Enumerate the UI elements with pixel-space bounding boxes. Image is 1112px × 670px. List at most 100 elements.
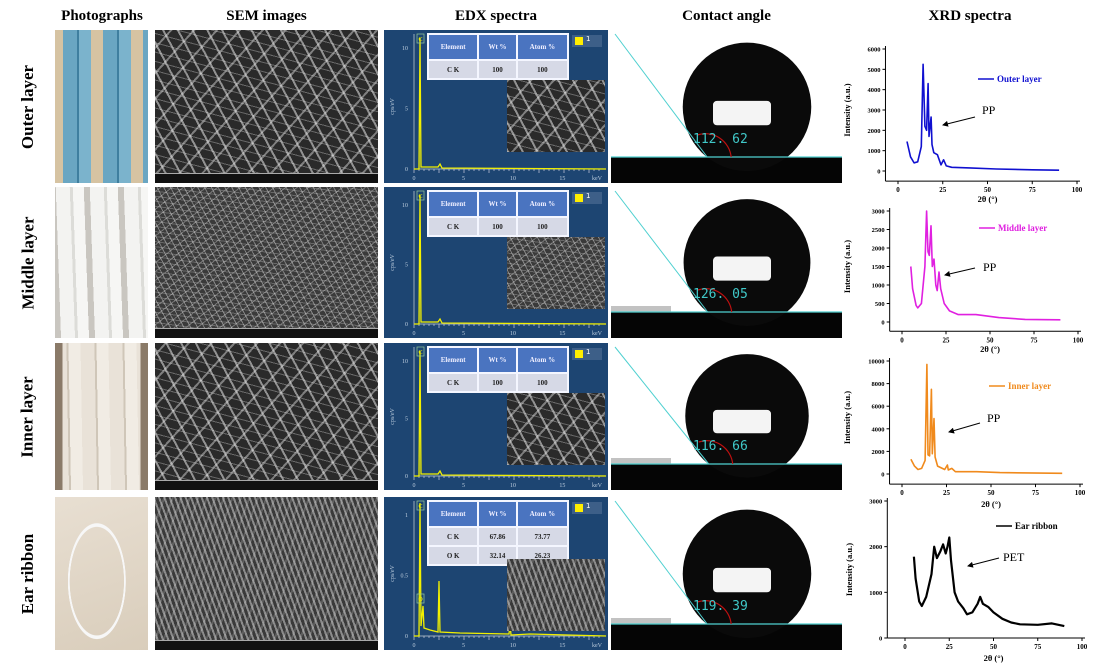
edx-x-unit: keV bbox=[592, 643, 603, 649]
edx-table-row: C K 100 100 bbox=[426, 372, 570, 393]
edx-x-unit: keV bbox=[592, 483, 603, 489]
edx-y-tick: 0 bbox=[405, 322, 408, 328]
y-tick-label: 6000 bbox=[867, 47, 880, 54]
x-axis-label: 2θ (°) bbox=[978, 194, 998, 204]
edx-panel: 0 5 10 15 keV cps/eV 0 5 10 C Element Wt % Atom % C K… bbox=[384, 343, 608, 490]
edx-x-tick: 5 bbox=[462, 483, 465, 489]
edx-column-header: Element bbox=[426, 190, 480, 218]
edx-y-tick: 5 bbox=[405, 416, 408, 422]
header-sem: SEM images bbox=[226, 8, 307, 24]
y-tick-label: 1000 bbox=[869, 590, 882, 597]
xrd-series-line bbox=[906, 63, 1060, 171]
x-tick-label: 100 bbox=[1075, 489, 1086, 497]
annotation-arrow bbox=[942, 116, 976, 127]
edx-y-tick: 10 bbox=[402, 46, 408, 52]
y-axis-label: Intensity (a.u.) bbox=[844, 543, 854, 596]
edx-spectrum: 0 5 10 15 keV cps/eV 0 5 10 C bbox=[390, 190, 607, 337]
edx-x-tick: 0 bbox=[413, 643, 416, 649]
contact-angle-value: 112. 62 bbox=[693, 132, 748, 147]
edx-column-header: Element bbox=[426, 33, 480, 61]
tangent-line bbox=[614, 190, 709, 313]
y-axis-label: Intensity (a.u.) bbox=[842, 240, 852, 293]
annotation-arrow bbox=[944, 267, 976, 277]
y-tick-label: 1000 bbox=[872, 283, 885, 290]
edx-column-header: Wt % bbox=[477, 190, 518, 218]
y-tick-label: 2500 bbox=[872, 227, 885, 234]
edx-y-label: cps/eV bbox=[390, 565, 396, 582]
edx-cell: C K bbox=[426, 526, 480, 547]
edx-y-tick: 0 bbox=[405, 634, 408, 640]
edx-spectrum-line bbox=[414, 194, 607, 325]
edx-panel: 0 5 10 15 keV cps/eV 0 0.5 1 C O Element Wt % Atom % C… bbox=[384, 497, 608, 650]
edx-cell: 100 bbox=[515, 216, 570, 237]
edx-x-tick: 10 bbox=[510, 643, 516, 649]
edx-legend: 1 bbox=[572, 348, 602, 360]
edx-column-header: Wt % bbox=[477, 346, 518, 374]
sem-image bbox=[155, 497, 378, 650]
edx-column-header: Atom % bbox=[515, 190, 570, 218]
legend-label: 1 bbox=[586, 192, 591, 200]
legend-swatch bbox=[575, 194, 583, 202]
legend-label: Outer layer bbox=[997, 74, 1042, 84]
edx-peak-label: C bbox=[418, 350, 422, 356]
edx-peak-label: C bbox=[418, 194, 422, 200]
edx-column-header: Atom % bbox=[515, 500, 570, 528]
edx-table: Element Wt % Atom % C K 100 100 bbox=[426, 346, 570, 393]
edx-y-tick: 5 bbox=[405, 262, 408, 268]
y-tick-label: 5000 bbox=[867, 67, 880, 74]
edx-spectrum-line bbox=[414, 37, 607, 170]
xrd-series-line bbox=[910, 363, 1063, 475]
edx-x-tick: 15 bbox=[559, 176, 565, 182]
y-tick-label: 2000 bbox=[867, 128, 880, 135]
edx-x-unit: keV bbox=[592, 331, 603, 337]
y-axis-label: Intensity (a.u.) bbox=[842, 83, 852, 136]
edx-cell: C K bbox=[426, 216, 480, 237]
header-contact-angle: Contact angle bbox=[682, 8, 771, 24]
header-xrd: XRD spectra bbox=[928, 8, 1012, 24]
edx-sem-inset bbox=[507, 559, 605, 631]
x-tick-label: 50 bbox=[987, 336, 995, 344]
edx-column-header: Wt % bbox=[477, 500, 518, 528]
x-tick-label: 0 bbox=[896, 186, 900, 194]
edx-table-row: C K 100 100 bbox=[426, 59, 570, 80]
y-tick-label: 2000 bbox=[872, 449, 885, 456]
legend-label: Ear ribbon bbox=[1015, 521, 1058, 531]
contact-angle-image: 116. 66 bbox=[611, 343, 842, 490]
edx-table: Element Wt % Atom % C K 100 100 bbox=[426, 190, 570, 237]
photograph bbox=[55, 187, 148, 338]
annotation-arrow bbox=[967, 557, 1000, 568]
edx-x-tick: 10 bbox=[510, 176, 516, 182]
x-tick-label: 75 bbox=[1032, 489, 1040, 497]
sem-info-bar bbox=[155, 328, 378, 338]
y-tick-label: 4000 bbox=[867, 87, 880, 94]
xrd-series-line bbox=[910, 210, 1061, 321]
edx-table-header: Element Wt % Atom % bbox=[426, 190, 570, 218]
edx-cell: C K bbox=[426, 59, 480, 80]
edx-y-label: cps/eV bbox=[390, 98, 396, 115]
edx-panel: 0 5 10 15 keV cps/eV 0 5 10 C Element Wt % Atom % C K… bbox=[384, 30, 608, 183]
edx-sem-inset bbox=[507, 80, 605, 152]
x-tick-label: 100 bbox=[1073, 336, 1084, 344]
edx-spectrum: 0 5 10 15 keV cps/eV 0 5 10 C bbox=[390, 346, 607, 489]
edx-x-tick: 15 bbox=[559, 331, 565, 337]
x-axis-label: 2θ (°) bbox=[980, 344, 1000, 354]
y-axis-label: Intensity (a.u.) bbox=[842, 391, 852, 444]
y-tick-label: 0 bbox=[877, 169, 880, 176]
peak-annotation: PET bbox=[1003, 550, 1025, 564]
edx-y-tick: 0.5 bbox=[401, 574, 409, 580]
edx-table: Element Wt % Atom % C K 67.86 73.77 O K 32.14 26… bbox=[426, 500, 570, 566]
x-tick-label: 25 bbox=[943, 489, 951, 497]
edx-x-tick: 10 bbox=[510, 483, 516, 489]
x-tick-label: 75 bbox=[1034, 643, 1042, 651]
edx-peak-label: C bbox=[418, 504, 422, 510]
annotation-arrow bbox=[948, 422, 981, 434]
legend-swatch bbox=[575, 37, 583, 45]
y-tick-label: 2000 bbox=[872, 246, 885, 253]
edx-column-header: Atom % bbox=[515, 33, 570, 61]
edx-column-header: Element bbox=[426, 500, 480, 528]
contact-angle-image: 119. 39 bbox=[611, 497, 842, 650]
x-tick-label: 75 bbox=[1029, 186, 1037, 194]
